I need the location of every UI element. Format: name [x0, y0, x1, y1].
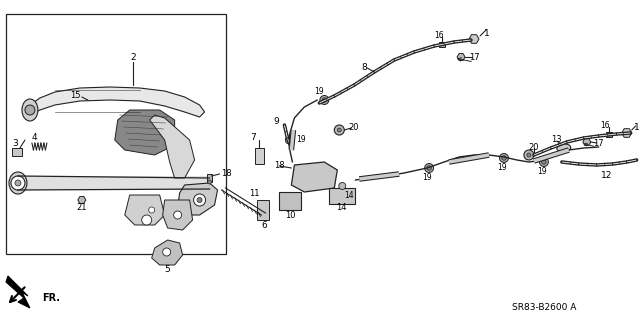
Text: 6: 6	[262, 220, 268, 229]
Circle shape	[502, 156, 506, 160]
Bar	[605, 131, 612, 137]
Circle shape	[163, 248, 171, 256]
Text: 4: 4	[31, 132, 36, 142]
Polygon shape	[28, 87, 205, 117]
Circle shape	[334, 125, 344, 135]
Text: 15: 15	[70, 92, 80, 100]
Text: 20: 20	[529, 143, 539, 152]
Bar	[18, 176, 209, 190]
Text: 11: 11	[250, 189, 260, 198]
Text: 20: 20	[348, 123, 358, 132]
Circle shape	[322, 98, 326, 102]
Circle shape	[427, 166, 431, 170]
Circle shape	[285, 136, 293, 144]
Text: 9: 9	[273, 117, 279, 127]
Circle shape	[207, 180, 212, 184]
Polygon shape	[178, 183, 218, 215]
Circle shape	[320, 95, 329, 105]
Circle shape	[25, 105, 35, 115]
Text: 1: 1	[634, 122, 639, 131]
Bar	[6, 14, 225, 254]
Circle shape	[541, 160, 546, 164]
Text: 16: 16	[435, 31, 444, 40]
Text: 14: 14	[344, 191, 354, 201]
Circle shape	[197, 197, 202, 203]
Text: 18: 18	[221, 169, 232, 179]
Text: 16: 16	[600, 122, 609, 130]
Text: FR.: FR.	[42, 293, 60, 303]
Bar	[207, 174, 212, 182]
Ellipse shape	[22, 99, 38, 121]
Circle shape	[524, 150, 534, 160]
Circle shape	[339, 182, 346, 189]
Ellipse shape	[557, 144, 571, 152]
Bar	[439, 41, 445, 47]
Text: 19: 19	[497, 164, 507, 173]
Polygon shape	[583, 138, 591, 145]
Text: 19: 19	[314, 86, 324, 95]
Bar	[255, 148, 264, 164]
Bar	[330, 188, 355, 204]
Text: 19: 19	[537, 167, 547, 176]
Polygon shape	[78, 197, 86, 204]
Circle shape	[287, 138, 291, 142]
Polygon shape	[621, 129, 632, 137]
Text: 3: 3	[12, 138, 18, 147]
Text: 19: 19	[422, 174, 432, 182]
Text: 1: 1	[484, 29, 490, 39]
Polygon shape	[6, 276, 30, 308]
Text: 5: 5	[164, 265, 170, 275]
Circle shape	[141, 215, 152, 225]
Polygon shape	[12, 148, 22, 156]
Text: 7: 7	[251, 132, 257, 142]
Polygon shape	[150, 115, 195, 178]
Text: 19: 19	[296, 136, 306, 145]
Circle shape	[337, 128, 341, 132]
Circle shape	[499, 153, 508, 162]
Text: 17: 17	[593, 139, 604, 149]
Polygon shape	[163, 200, 193, 230]
Text: 17: 17	[468, 53, 479, 62]
Polygon shape	[152, 240, 182, 265]
Text: 8: 8	[362, 63, 367, 71]
Bar	[257, 200, 269, 220]
Polygon shape	[457, 54, 465, 61]
Text: 21: 21	[77, 204, 87, 212]
Ellipse shape	[9, 172, 27, 194]
Text: 10: 10	[285, 211, 296, 219]
Circle shape	[148, 207, 155, 213]
Circle shape	[15, 180, 21, 186]
Circle shape	[193, 194, 205, 206]
Bar	[280, 192, 301, 210]
Polygon shape	[469, 35, 479, 43]
Text: 13: 13	[552, 136, 562, 145]
Text: SR83-B2600 A: SR83-B2600 A	[512, 302, 576, 311]
Polygon shape	[125, 195, 164, 225]
Text: 12: 12	[601, 170, 612, 180]
Circle shape	[424, 164, 434, 173]
Text: 18: 18	[274, 160, 285, 169]
Polygon shape	[291, 162, 337, 192]
Polygon shape	[115, 110, 175, 155]
Text: 14: 14	[336, 204, 346, 212]
Circle shape	[527, 153, 531, 157]
Text: 2: 2	[130, 54, 136, 63]
Circle shape	[540, 158, 548, 167]
Circle shape	[173, 211, 182, 219]
Circle shape	[11, 176, 25, 190]
